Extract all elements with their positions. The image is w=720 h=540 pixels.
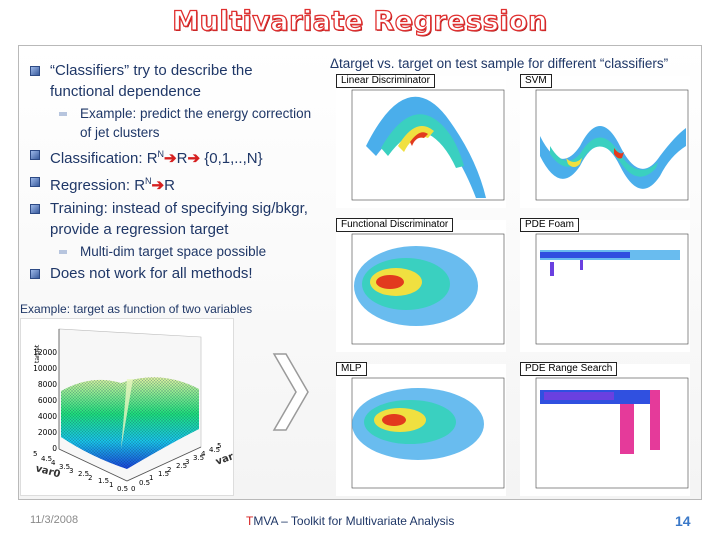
classification-post: {0,1,..,N}	[200, 150, 263, 167]
plot-foam-svg	[535, 233, 689, 345]
x-tick: 0.5	[117, 485, 128, 493]
arrow-icon: ➔	[187, 150, 201, 167]
y-tick: 1.5	[158, 470, 169, 478]
plot-functional-svg	[351, 233, 505, 345]
example-caption: Example: target as function of two varia…	[20, 302, 253, 316]
classification-sup: N	[157, 149, 165, 159]
bullet-training: Training: instead of specifying sig/bkgr…	[28, 198, 318, 240]
plot-linear-discriminator: Linear Discriminator	[336, 74, 506, 208]
footer-title-rest: MVA – Toolkit for Multivariate Analysis	[253, 514, 455, 528]
plot-label: MLP	[336, 362, 367, 376]
regression-sup: N	[145, 176, 152, 186]
x-tick: 5	[33, 450, 37, 458]
bullet-warning: Does not work for all methods!	[28, 263, 318, 284]
plots-title: Δtarget vs. target on test sample for di…	[330, 56, 669, 71]
z-axis-label: target	[34, 344, 41, 363]
subbullet-energy: Example: predict the energy correction o…	[28, 104, 318, 142]
y-tick: 2.5	[176, 462, 187, 470]
x-tick: 4.5	[41, 455, 52, 463]
x-tick: 2.5	[78, 470, 89, 478]
plot-label: SVM	[520, 74, 552, 88]
y-tick: 3	[185, 458, 189, 466]
z-tick: 10000	[33, 364, 57, 373]
bullet-regression: Regression: RN➔R	[28, 171, 318, 196]
y-tick: 4	[201, 450, 206, 458]
arrow-icon: ➔	[164, 150, 177, 167]
x-tick: 1.5	[98, 477, 109, 485]
y-tick: 5	[217, 442, 221, 450]
x-tick: 4	[51, 459, 56, 467]
bullet-list: “Classifiers” try to describe the functi…	[28, 60, 318, 286]
y-tick: 1	[149, 474, 153, 482]
regression-post: R	[164, 177, 175, 194]
footer-title-t: T	[246, 514, 254, 528]
plot-label: Linear Discriminator	[336, 74, 435, 88]
z-tick: 2000	[38, 428, 57, 437]
y-tick: 0.5	[139, 479, 150, 487]
page-number: 14	[675, 513, 691, 529]
y-tick: 4.5	[209, 446, 220, 454]
z-tick: 0	[52, 444, 57, 453]
surface-plot: 12000 10000 8000 6000 4000 2000 0 target…	[20, 318, 242, 496]
z-tick: 4000	[38, 412, 57, 421]
classification-mid: R	[176, 150, 188, 167]
y-tick: 3.5	[193, 454, 204, 462]
plot-range-svg	[535, 377, 689, 489]
footer-date: 11/3/2008	[30, 514, 79, 526]
plot-functional-discriminator: Functional Discriminator	[336, 218, 506, 352]
x-tick: 2	[88, 474, 92, 482]
subbullet-multidim: Multi-dim target space possible	[28, 242, 318, 261]
plot-linear-svg	[351, 89, 505, 201]
classification-text: Classification: R	[50, 150, 158, 167]
y-tick: 2	[167, 466, 171, 474]
regression-text: Regression: R	[50, 177, 146, 194]
plot-svm-svg	[535, 89, 689, 201]
footer-title: TMVA – Toolkit for Multivariate Analysis	[246, 514, 454, 528]
bullet-classification: Classification: RN➔R➔ {0,1,..,N}	[28, 144, 318, 169]
z-tick: 8000	[38, 380, 57, 389]
plot-svm: SVM	[520, 74, 690, 208]
bullet-classifiers: “Classifiers” try to describe the functi…	[28, 60, 318, 102]
var0-label: var0	[34, 463, 61, 480]
chevron-right-icon	[272, 353, 309, 431]
plot-mlp: MLP	[336, 362, 506, 496]
plot-label: PDE Foam	[520, 218, 579, 232]
z-tick: 12000	[33, 348, 57, 357]
x-tick: 3.5	[59, 463, 70, 471]
slide-title: Multivariate Regression	[172, 5, 548, 37]
x-tick: 3	[69, 467, 73, 475]
arrow-icon: ➔	[151, 177, 165, 194]
x-tick: 0	[131, 485, 135, 493]
plot-pde-range-search: PDE Range Search	[520, 362, 690, 496]
plot-mlp-svg	[351, 377, 505, 489]
plot-pde-foam: PDE Foam	[520, 218, 690, 352]
z-tick: 6000	[38, 396, 57, 405]
x-tick: 1	[109, 481, 113, 489]
surface-plot-svg: 12000 10000 8000 6000 4000 2000 0 target…	[33, 328, 242, 493]
plot-label: PDE Range Search	[520, 362, 618, 376]
plot-label: Functional Discriminator	[336, 218, 454, 232]
